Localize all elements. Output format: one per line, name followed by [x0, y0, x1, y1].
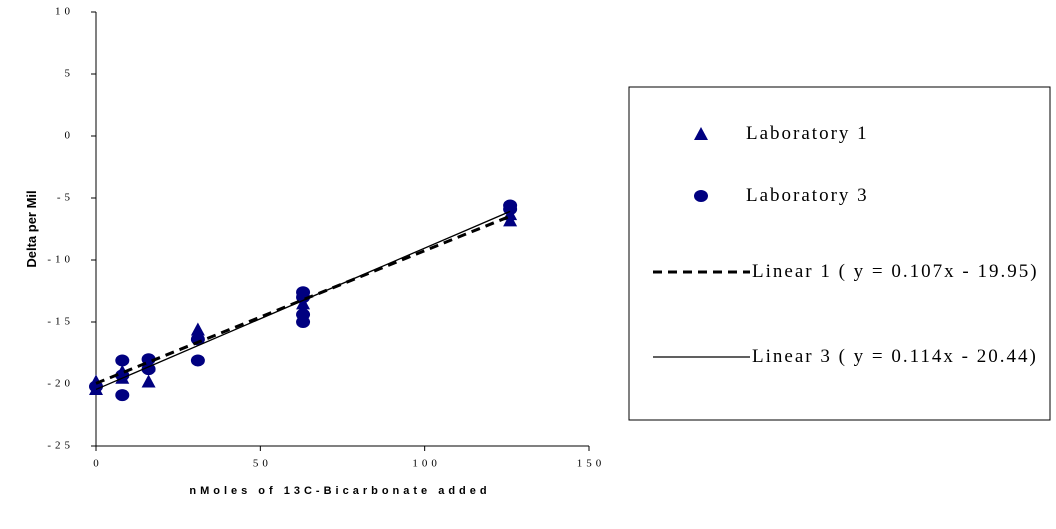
legend-marker	[694, 190, 708, 202]
legend-label: Linear 1 ( y = 0.107x - 19.95)	[752, 261, 1039, 282]
x-tick-label: 150	[577, 458, 606, 470]
circle-marker	[296, 291, 311, 304]
triangle-marker	[503, 213, 518, 227]
circle-marker	[190, 354, 205, 367]
x-tick-label: 50	[253, 458, 272, 470]
circle-marker	[503, 203, 518, 216]
legend-box	[628, 86, 1051, 421]
circle-marker	[296, 316, 311, 328]
y-tick-label: -5	[57, 192, 74, 204]
legend-label: Laboratory 1	[746, 123, 869, 144]
y-tick-label: -25	[47, 440, 74, 452]
circle-marker	[141, 363, 156, 376]
y-tick-label: -10	[47, 254, 74, 266]
circle-marker	[115, 354, 130, 367]
trend-line	[95, 210, 511, 391]
x-tick-label: 0	[93, 458, 103, 470]
y-tick-label: -20	[47, 378, 74, 390]
y-tick-label: 0	[65, 130, 75, 142]
legend-marker	[694, 127, 708, 140]
legend-label: Laboratory 3	[746, 185, 869, 206]
y-axis-title: Delta per Mil	[24, 190, 39, 267]
y-tick-label: 5	[65, 68, 75, 80]
triangle-marker	[141, 374, 156, 388]
legend-label: Linear 3 ( y = 0.114x - 20.44)	[752, 346, 1038, 367]
circle-marker	[115, 389, 130, 402]
x-axis-title: nMoles of 13C-Bicarbonate added	[189, 485, 490, 497]
y-tick-label: 10	[55, 6, 74, 18]
y-tick-label: -15	[47, 316, 74, 328]
x-tick-label: 100	[412, 458, 441, 470]
